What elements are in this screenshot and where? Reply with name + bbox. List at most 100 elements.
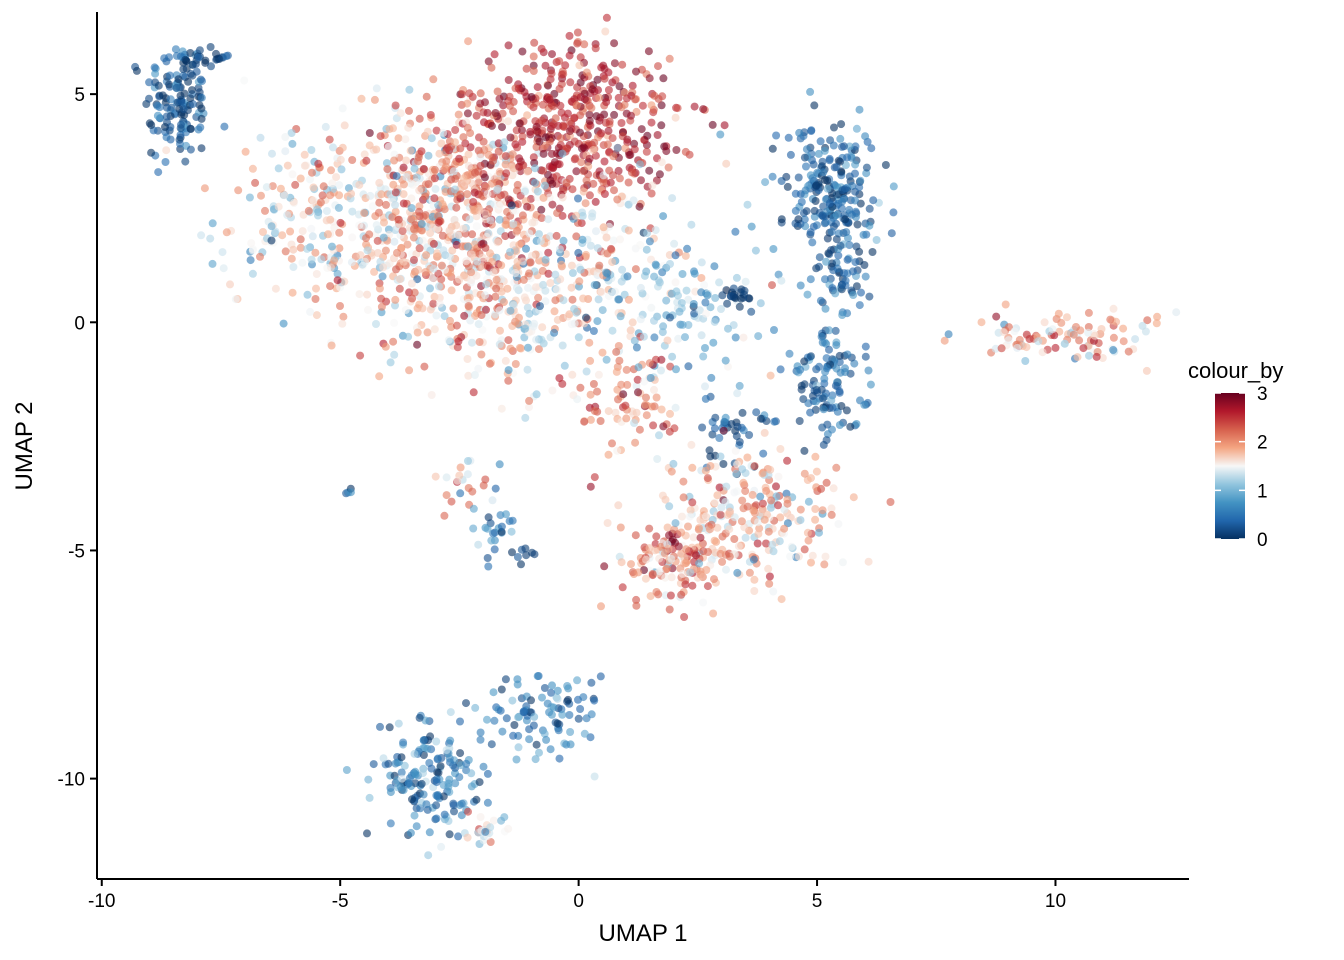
data-point: [423, 127, 432, 136]
data-point: [188, 86, 196, 95]
data-point: [555, 84, 564, 93]
legend-tick-label: 1: [1257, 481, 1268, 502]
data-point: [456, 749, 465, 758]
data-point: [678, 270, 687, 278]
data-point: [538, 693, 546, 702]
data-point: [158, 91, 167, 100]
data-point: [671, 403, 680, 412]
data-point: [571, 154, 580, 163]
data-point: [668, 535, 677, 544]
data-point: [477, 350, 486, 359]
x-axis-title: UMAP 1: [599, 920, 688, 947]
data-point: [786, 150, 795, 159]
data-point: [512, 247, 521, 256]
data-point: [396, 109, 405, 118]
data-point: [518, 211, 527, 220]
data-point: [308, 168, 316, 177]
data-point: [338, 143, 347, 152]
data-point: [323, 230, 332, 239]
data-point: [486, 249, 494, 258]
data-point: [754, 332, 763, 341]
legend-colorbar: [1215, 393, 1245, 539]
data-point: [585, 338, 594, 347]
data-point: [592, 227, 600, 236]
data-point: [800, 357, 809, 366]
data-point: [671, 113, 680, 122]
data-point: [373, 236, 382, 245]
data-point: [852, 282, 861, 291]
data-point: [864, 557, 873, 566]
data-point: [641, 574, 650, 583]
data-point: [394, 215, 403, 224]
data-point: [492, 275, 501, 284]
data-point: [845, 142, 854, 151]
data-point: [296, 235, 305, 244]
data-point: [348, 207, 357, 216]
data-point: [300, 150, 309, 159]
data-point: [1106, 315, 1115, 324]
data-point: [516, 157, 525, 166]
data-point: [308, 232, 317, 241]
data-point: [482, 183, 490, 192]
data-point: [698, 423, 707, 432]
data-point: [556, 101, 565, 110]
data-point: [767, 496, 776, 505]
data-point: [546, 279, 555, 287]
data-point: [333, 276, 342, 285]
data-point: [231, 295, 240, 304]
data-point: [438, 200, 447, 209]
data-point: [783, 499, 792, 508]
data-point: [486, 216, 495, 225]
data-point: [249, 245, 257, 254]
data-point: [634, 388, 642, 397]
data-point: [780, 524, 789, 533]
data-point: [843, 350, 852, 359]
data-point: [508, 516, 517, 525]
data-point: [599, 223, 608, 232]
data-point: [498, 123, 506, 132]
data-point: [594, 86, 602, 95]
data-point: [730, 513, 739, 522]
data-point: [322, 207, 331, 215]
data-point: [511, 140, 520, 149]
data-point: [851, 258, 860, 267]
data-point: [602, 233, 611, 242]
data-point: [530, 38, 539, 47]
data-point: [495, 201, 504, 210]
data-point: [618, 60, 627, 69]
data-point: [415, 114, 424, 123]
data-point: [493, 87, 502, 96]
data-point: [474, 320, 483, 329]
data-point: [499, 298, 508, 307]
data-point: [362, 234, 370, 243]
data-point: [472, 222, 481, 231]
data-point: [657, 158, 666, 167]
data-point: [716, 130, 725, 139]
data-point: [861, 352, 870, 361]
data-point: [796, 281, 805, 290]
data-point: [537, 214, 546, 222]
data-point: [365, 793, 374, 802]
data-point: [1141, 327, 1150, 336]
data-point: [186, 145, 195, 154]
data-point: [613, 143, 622, 152]
data-point: [837, 402, 846, 410]
data-point: [548, 180, 557, 188]
data-point: [651, 546, 660, 555]
data-point: [484, 150, 493, 159]
data-point: [489, 156, 498, 165]
data-point: [650, 316, 658, 325]
data-point: [410, 811, 419, 820]
data-point: [591, 44, 600, 53]
data-point: [765, 579, 774, 588]
data-point: [672, 146, 681, 154]
data-point: [827, 504, 836, 513]
data-point: [448, 246, 457, 255]
data-point: [429, 75, 438, 84]
data-point: [502, 220, 511, 229]
data-point: [206, 43, 215, 51]
data-point: [715, 483, 724, 492]
data-point: [671, 278, 680, 287]
data-point: [591, 197, 600, 206]
data-point: [568, 295, 577, 304]
